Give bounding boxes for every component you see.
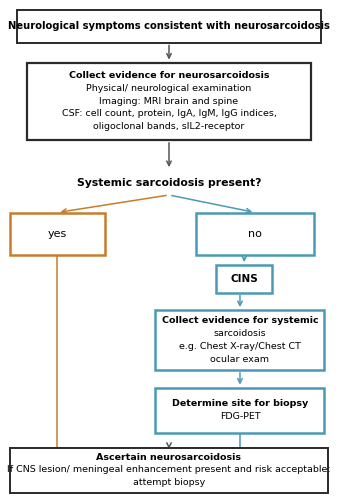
- Text: If CNS lesion/ meningeal enhancement present and risk acceptable:: If CNS lesion/ meningeal enhancement pre…: [7, 466, 331, 474]
- Text: Neurological symptoms consistent with neurosarcoidosis: Neurological symptoms consistent with ne…: [8, 21, 330, 31]
- Text: Systemic sarcoidosis present?: Systemic sarcoidosis present?: [77, 178, 261, 188]
- Text: CINS: CINS: [230, 274, 258, 284]
- Text: sarcoidosis: sarcoidosis: [214, 329, 266, 338]
- Text: CSF: cell count, protein, IgA, IgM, IgG indices,: CSF: cell count, protein, IgA, IgM, IgG …: [62, 110, 276, 118]
- FancyBboxPatch shape: [10, 212, 105, 255]
- Text: Collect evidence for neurosarcoidosis: Collect evidence for neurosarcoidosis: [69, 71, 269, 80]
- Text: no: no: [248, 229, 262, 239]
- FancyBboxPatch shape: [155, 388, 324, 432]
- Text: ocular exam: ocular exam: [211, 354, 269, 364]
- FancyBboxPatch shape: [17, 10, 321, 42]
- Text: e.g. Chest X-ray/Chest CT: e.g. Chest X-ray/Chest CT: [179, 342, 301, 351]
- FancyBboxPatch shape: [216, 265, 272, 292]
- Text: Collect evidence for systemic: Collect evidence for systemic: [162, 316, 318, 326]
- FancyBboxPatch shape: [196, 212, 314, 255]
- Text: Ascertain neurosarcoidosis: Ascertain neurosarcoidosis: [97, 453, 241, 462]
- Text: oligoclonal bands, sIL2-receptor: oligoclonal bands, sIL2-receptor: [93, 122, 245, 131]
- Text: Physical/ neurological examination: Physical/ neurological examination: [87, 84, 251, 93]
- FancyBboxPatch shape: [10, 448, 328, 492]
- Text: Determine site for biopsy: Determine site for biopsy: [172, 399, 308, 408]
- Text: Imaging: MRI brain and spine: Imaging: MRI brain and spine: [99, 97, 239, 106]
- FancyBboxPatch shape: [27, 62, 311, 140]
- Text: FDG-PET: FDG-PET: [220, 412, 260, 421]
- Text: attempt biopsy: attempt biopsy: [133, 478, 205, 487]
- Text: yes: yes: [48, 229, 67, 239]
- FancyBboxPatch shape: [155, 310, 324, 370]
